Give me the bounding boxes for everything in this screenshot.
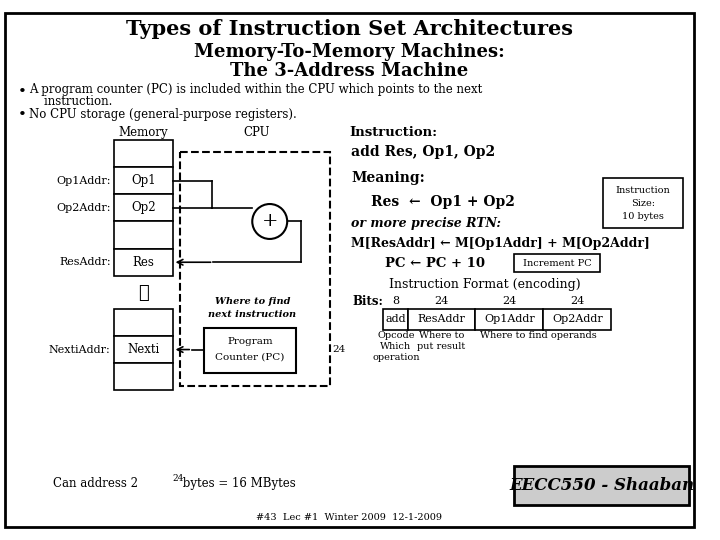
Bar (204, 328, 296, 373)
Bar (475, 309, 544, 330)
Text: Memory-To-Memory Machines:: Memory-To-Memory Machines: (194, 43, 505, 60)
Text: 10 bytes: 10 bytes (622, 212, 665, 221)
Text: Which: Which (380, 342, 411, 351)
Text: Opcode: Opcode (377, 332, 415, 341)
Text: Nexti: Nexti (127, 343, 160, 356)
Text: •: • (17, 108, 27, 122)
Text: CPU: CPU (244, 126, 271, 139)
Text: Increment PC: Increment PC (523, 259, 591, 268)
Text: Counter (PC): Counter (PC) (215, 353, 284, 362)
Text: 24: 24 (434, 296, 449, 306)
Bar (514, 254, 600, 272)
Text: add: add (385, 314, 406, 325)
Bar (181, 152, 330, 387)
Text: Size:: Size: (631, 199, 655, 207)
Text: add Res, Op1, Op2: add Res, Op1, Op2 (351, 145, 495, 159)
Text: Meaning:: Meaning: (351, 171, 425, 185)
Text: Op2: Op2 (131, 201, 156, 214)
Text: 24: 24 (173, 474, 184, 483)
Text: 8: 8 (392, 296, 400, 306)
Text: Res: Res (132, 256, 155, 269)
Text: 24: 24 (570, 296, 585, 306)
Text: Can address 2: Can address 2 (53, 477, 138, 490)
Bar (114, 221, 173, 248)
Text: Instruction Format (encoding): Instruction Format (encoding) (390, 278, 581, 291)
Text: No CPU storage (general-purpose registers).: No CPU storage (general-purpose register… (29, 108, 297, 122)
Text: Op2Addr: Op2Addr (552, 314, 603, 325)
Bar (114, 363, 173, 390)
Text: Memory: Memory (119, 126, 168, 139)
Text: Where to find operands: Where to find operands (480, 332, 597, 341)
Text: Where to find: Where to find (215, 296, 290, 306)
Bar (408, 309, 475, 330)
Text: ResAddr: ResAddr (418, 314, 465, 325)
Text: next instruction: next instruction (208, 310, 297, 319)
Text: put result: put result (418, 342, 466, 351)
Bar (603, 178, 683, 228)
Text: •: • (17, 85, 27, 99)
Bar (514, 466, 689, 505)
Text: A program counter (PC) is included within the CPU which points to the next: A program counter (PC) is included withi… (29, 83, 482, 96)
Text: Bits:: Bits: (352, 294, 383, 308)
Text: operation: operation (372, 353, 420, 362)
Text: Where to: Where to (419, 332, 464, 341)
Text: The 3-Address Machine: The 3-Address Machine (230, 62, 469, 80)
Bar (114, 167, 173, 194)
Text: 24: 24 (503, 296, 516, 306)
Text: Op1Addr:: Op1Addr: (56, 176, 111, 186)
Bar (114, 194, 173, 221)
Bar (114, 140, 173, 167)
Bar (114, 248, 173, 276)
Circle shape (252, 204, 287, 239)
Text: Op1Addr: Op1Addr (484, 314, 535, 325)
Bar (544, 309, 611, 330)
Text: +: + (261, 212, 278, 231)
Text: or more precise RTN:: or more precise RTN: (351, 217, 501, 230)
Bar (114, 309, 173, 336)
Text: Types of Instruction Set Architectures: Types of Instruction Set Architectures (126, 19, 573, 39)
Bar (114, 336, 173, 363)
Text: 24: 24 (333, 345, 346, 354)
Text: Res  ←  Op1 + Op2: Res ← Op1 + Op2 (371, 195, 515, 209)
Text: Op1: Op1 (131, 174, 156, 187)
Text: EECC550 - Shaaban: EECC550 - Shaaban (509, 477, 694, 494)
Text: Op2Addr:: Op2Addr: (56, 203, 111, 213)
Text: NextiAddr:: NextiAddr: (49, 345, 111, 355)
Text: M[ResAddr] ← M[Op1Addr] + M[Op2Addr]: M[ResAddr] ← M[Op1Addr] + M[Op2Addr] (351, 237, 650, 251)
Text: PC ← PC + 10: PC ← PC + 10 (385, 256, 485, 269)
Text: #43  Lec #1  Winter 2009  12-1-2009: #43 Lec #1 Winter 2009 12-1-2009 (256, 513, 442, 522)
Text: bytes = 16 MBytes: bytes = 16 MBytes (179, 477, 295, 490)
Text: ⋮: ⋮ (138, 284, 149, 302)
Text: instruction.: instruction. (29, 94, 112, 107)
Bar (383, 309, 408, 330)
Text: ResAddr:: ResAddr: (59, 257, 111, 267)
Text: Instruction:: Instruction: (349, 126, 438, 139)
Text: Program: Program (227, 338, 273, 346)
Text: Instruction: Instruction (616, 186, 670, 195)
